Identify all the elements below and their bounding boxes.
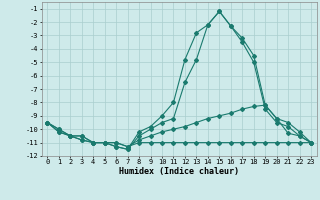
X-axis label: Humidex (Indice chaleur): Humidex (Indice chaleur): [119, 167, 239, 176]
